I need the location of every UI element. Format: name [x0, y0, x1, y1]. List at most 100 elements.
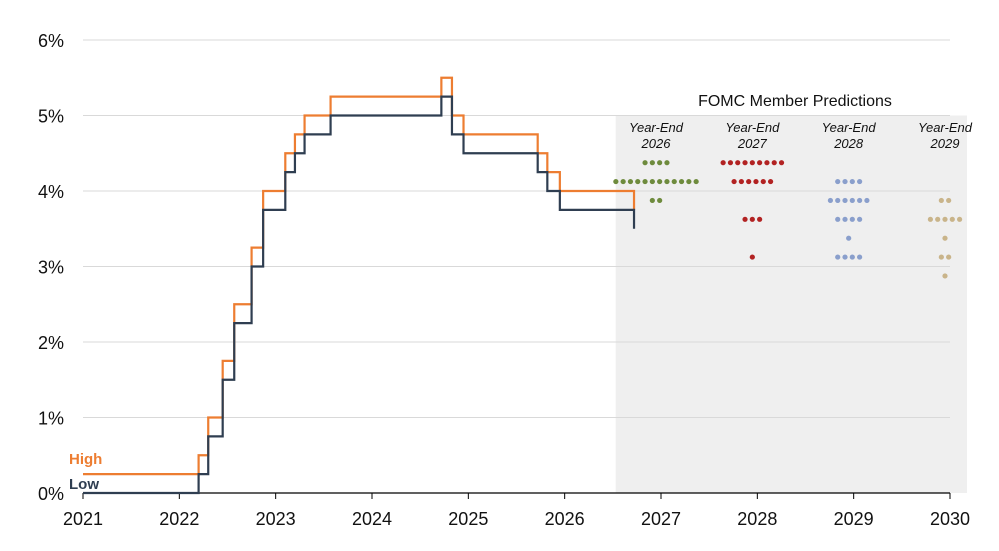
- projection-year-label: Year-End: [725, 120, 780, 135]
- projection-dot: [927, 216, 934, 222]
- projection-year-value: 2027: [737, 136, 768, 151]
- projection-panel-background: [615, 115, 967, 493]
- projection-dot: [613, 178, 619, 185]
- projection-dot: [778, 160, 785, 166]
- projection-dot: [757, 216, 763, 222]
- series-label-high: High: [69, 451, 102, 468]
- projection-dot: [664, 160, 670, 166]
- x-tick-label: 2021: [63, 509, 103, 529]
- x-tick-label: 2024: [352, 509, 392, 529]
- projection-year-label: Year-End: [918, 120, 973, 135]
- x-tick-label: 2025: [448, 509, 488, 529]
- projection-dot: [657, 160, 663, 166]
- projection-dot: [864, 197, 870, 204]
- y-axis: 0% 1% 2% 3% 4% 5% 6%: [38, 31, 64, 504]
- y-tick-label: 0%: [38, 484, 64, 504]
- y-tick-label: 3%: [38, 258, 64, 278]
- projection-dot: [842, 254, 848, 260]
- projection-dot: [678, 178, 685, 185]
- y-tick-label: 5%: [38, 107, 64, 127]
- projection-dot: [842, 197, 848, 204]
- projection-dot: [842, 178, 848, 185]
- gridlines: [83, 39, 950, 418]
- projection-dot: [849, 197, 855, 204]
- x-tick-label: 2030: [930, 509, 970, 529]
- projection-dot: [757, 160, 763, 166]
- projection-dot: [835, 254, 841, 260]
- projection-dot: [849, 178, 855, 185]
- projection-dot: [949, 216, 955, 222]
- series-lines: [83, 76, 636, 495]
- projection-dot: [857, 254, 863, 260]
- projection-dot: [671, 178, 677, 185]
- projection-dot: [938, 197, 944, 204]
- y-tick-label: 1%: [38, 409, 64, 429]
- projection-year-value: 2026: [641, 136, 672, 151]
- x-tick-label: 2023: [256, 509, 296, 529]
- projection-dot: [742, 160, 748, 166]
- projection-dot: [642, 178, 648, 185]
- x-tick-label: 2022: [159, 509, 199, 529]
- projection-year-value: 2029: [930, 136, 960, 151]
- projection-dot: [742, 216, 748, 222]
- projection-dot: [649, 160, 655, 166]
- projection-dot: [620, 178, 626, 185]
- y-tick-label: 2%: [38, 333, 64, 353]
- projection-dot: [767, 178, 774, 185]
- series-labels: High Low: [69, 451, 102, 493]
- x-tick-label: 2029: [834, 509, 874, 529]
- projection-dot: [857, 216, 863, 222]
- projection-dot: [746, 178, 752, 185]
- projection-dot: [849, 216, 855, 222]
- projection-dot: [749, 254, 755, 260]
- projection-dot: [764, 160, 770, 166]
- x-axis: 2021 2022 2023 2024 2025 2026 2027 2028 2029 2030: [63, 492, 970, 529]
- projection-dot: [727, 160, 734, 166]
- projection-dot: [720, 160, 726, 166]
- projection-dot: [657, 197, 663, 204]
- projection-dots: Year-End2026Year-End2027Year-End2028Year…: [613, 120, 973, 279]
- projection-dot: [649, 197, 655, 204]
- projection-dot: [749, 160, 755, 166]
- projection-dot: [649, 178, 655, 185]
- projection-dot: [664, 178, 670, 185]
- projection-dot: [938, 254, 944, 260]
- projection-dot: [946, 254, 952, 260]
- projection-dot: [731, 178, 737, 185]
- projection-dot: [835, 197, 841, 204]
- series-line-high: [83, 76, 636, 476]
- projection-dot: [627, 178, 634, 185]
- projection-dot: [946, 197, 952, 204]
- projection-dot: [842, 216, 848, 222]
- x-tick-label: 2028: [737, 509, 777, 529]
- projection-dot: [942, 273, 948, 279]
- projection-dot: [942, 235, 948, 241]
- projection-dot: [835, 178, 841, 185]
- projection-dot: [846, 235, 852, 241]
- projection-dot: [835, 216, 841, 222]
- projection-dot: [753, 178, 759, 185]
- y-tick-label: 6%: [38, 31, 64, 51]
- projection-dot: [849, 254, 855, 260]
- projection-dot: [942, 216, 948, 222]
- projection-dot: [957, 216, 963, 222]
- projection-year-label: Year-End: [629, 120, 684, 135]
- projection-dot: [771, 160, 777, 166]
- projection-dot: [657, 178, 663, 185]
- x-tick-label: 2027: [641, 509, 681, 529]
- projection-dot: [735, 160, 741, 166]
- projection-dot: [738, 178, 744, 185]
- projection-dot: [642, 160, 648, 166]
- projection-dot: [857, 178, 863, 185]
- projection-dot: [760, 178, 766, 185]
- x-tick-label: 2026: [545, 509, 585, 529]
- projection-dot: [749, 216, 755, 222]
- projection-year-label: Year-End: [822, 120, 877, 135]
- projection-dot: [857, 197, 863, 204]
- series-label-low: Low: [69, 476, 99, 493]
- projection-dot: [827, 197, 834, 204]
- projection-dot: [635, 178, 641, 185]
- y-tick-label: 4%: [38, 182, 64, 202]
- projection-dot: [935, 216, 941, 222]
